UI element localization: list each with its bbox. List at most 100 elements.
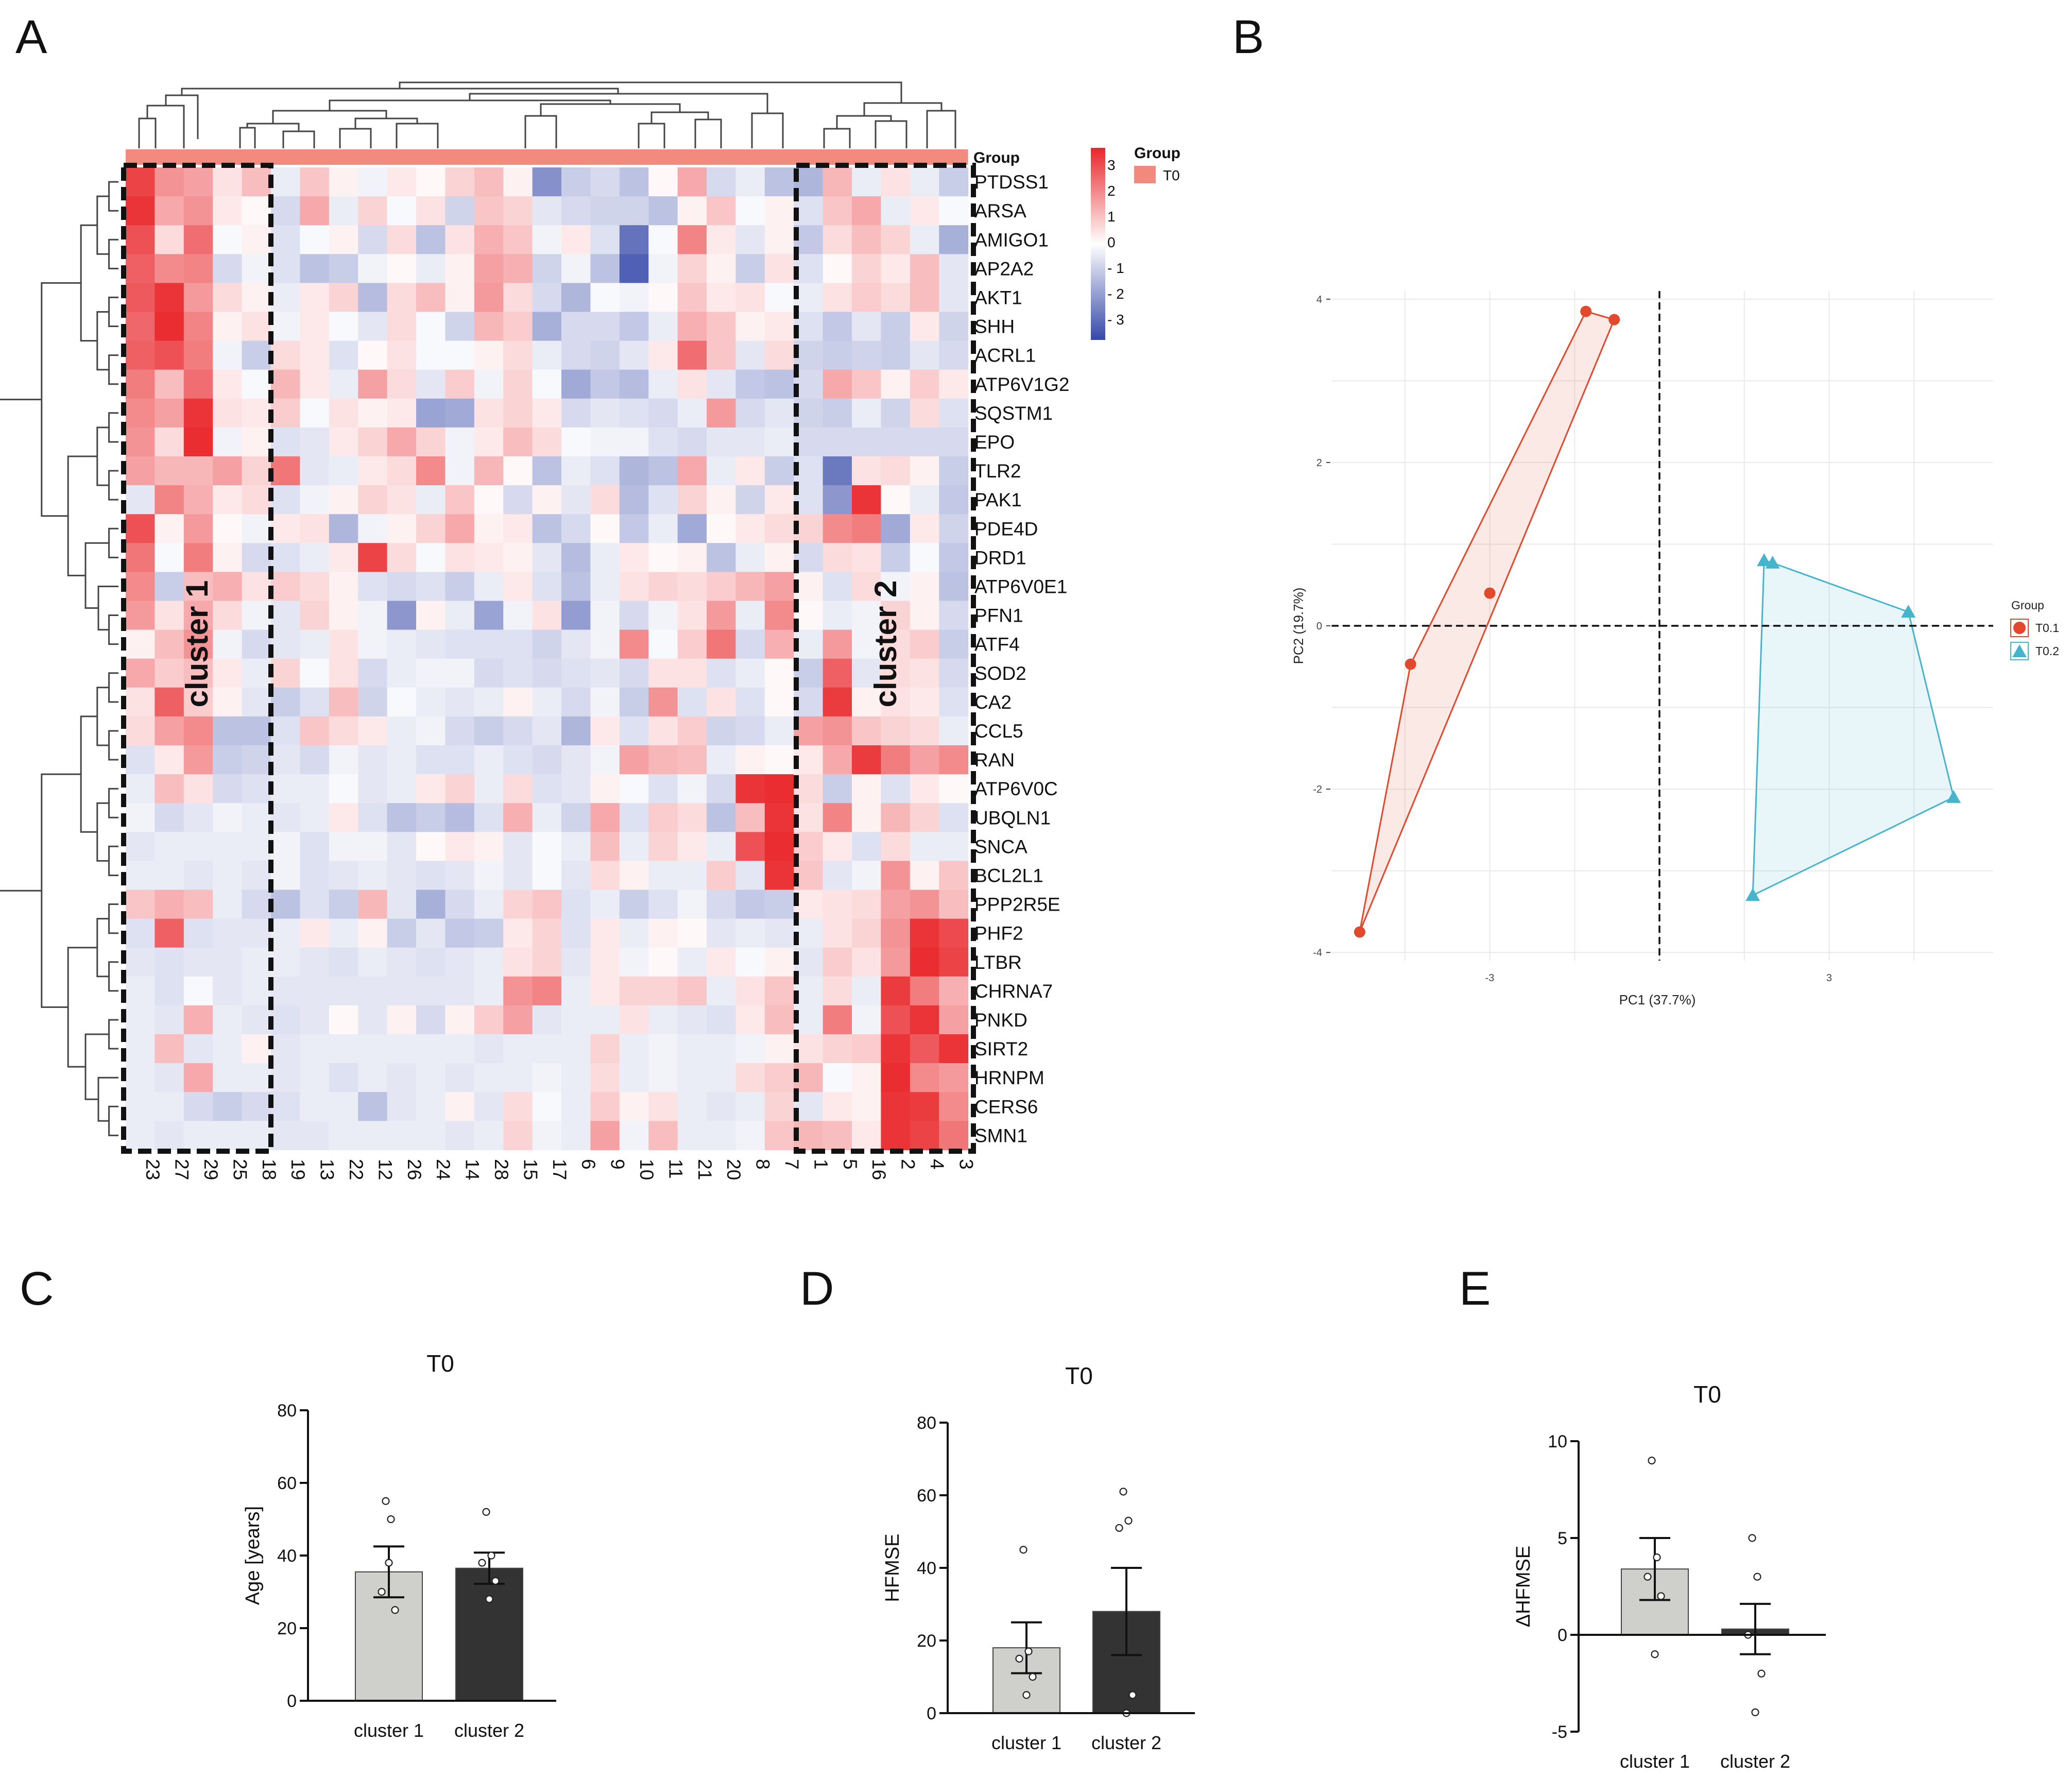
heatmap-cell	[735, 601, 765, 630]
heatmap-cell	[881, 687, 911, 717]
heatmap-cell	[126, 658, 155, 688]
heatmap-cell	[735, 745, 765, 775]
heatmap-cell	[852, 861, 881, 891]
heatmap-cell	[416, 629, 446, 659]
heatmap-cell	[155, 283, 184, 313]
row-dendrogram-branch	[41, 773, 81, 1008]
heatmap-cell	[619, 774, 649, 804]
heatmap-cell	[764, 890, 794, 919]
heatmap-cell	[329, 918, 358, 948]
group-annotation-bar	[126, 149, 968, 165]
heatmap-cell	[677, 890, 707, 919]
heatmap-cell	[735, 1121, 765, 1150]
heatmap-cell	[213, 398, 243, 428]
heatmap-cell	[590, 861, 620, 891]
heatmap-cell	[126, 745, 155, 775]
heatmap-cell	[852, 716, 881, 746]
gene-label-pnkd: PNKD	[974, 1010, 1028, 1031]
heatmap-cell	[561, 601, 591, 630]
heatmap-cell	[707, 514, 736, 543]
heatmap-cell	[561, 716, 591, 746]
heatmap-cell	[561, 225, 591, 254]
heatmap-cell	[910, 167, 939, 197]
heatmap-cell	[416, 803, 446, 832]
heatmap-cell	[271, 861, 300, 891]
bar-chart-title: T0	[1693, 1381, 1721, 1408]
heatmap-cell	[474, 398, 504, 428]
y-tick-label: 60	[917, 1486, 936, 1506]
heatmap-cell	[823, 485, 852, 515]
heatmap-cell	[707, 601, 736, 630]
heatmap-cell	[561, 1034, 591, 1064]
heatmap-cell	[329, 890, 358, 919]
heatmap-cell	[619, 225, 649, 254]
heatmap-cell	[590, 225, 620, 254]
heatmap-cell	[358, 514, 388, 543]
heatmap-cell	[445, 1063, 475, 1092]
heatmap-cell	[183, 716, 213, 746]
heatmap-cell	[387, 1005, 417, 1035]
heatmap-cell	[416, 976, 446, 1006]
heatmap-cell	[183, 1005, 213, 1035]
heatmap-cell	[474, 861, 504, 891]
heatmap-cell	[735, 1092, 765, 1121]
data-point	[1015, 1654, 1023, 1663]
pca-legend-label-t02: T0.2	[2035, 644, 2059, 658]
heatmap-cell	[648, 1121, 678, 1150]
heatmap-cell	[358, 196, 388, 226]
heatmap-cell	[532, 369, 562, 399]
heatmap-cell	[155, 976, 184, 1006]
heatmap-cell	[329, 572, 358, 602]
heatmap-cell	[823, 456, 852, 486]
heatmap-cell	[300, 369, 330, 399]
pca-legend: Group T0.1 T0.2	[2010, 599, 2059, 660]
gene-label-ccl5: CCL5	[974, 721, 1023, 742]
heatmap-cell	[910, 601, 939, 630]
heatmap-cell	[910, 687, 939, 717]
heatmap-cell	[155, 1092, 184, 1121]
heatmap-cell	[823, 340, 852, 370]
heatmap-cell	[764, 312, 794, 341]
heatmap-cell	[242, 716, 271, 746]
heatmap-cell	[155, 369, 184, 399]
gene-label-ca2: CA2	[974, 692, 1012, 713]
heatmap-cell	[155, 687, 184, 717]
heatmap-cell	[183, 861, 213, 891]
heatmap-cell	[126, 196, 155, 226]
heatmap-cell	[735, 312, 765, 341]
heatmap-cell	[881, 572, 911, 602]
heatmap-cell	[271, 340, 300, 370]
heatmap-cell	[764, 1005, 794, 1035]
gene-label-snca: SNCA	[974, 836, 1028, 857]
heatmap-cell	[474, 1092, 504, 1121]
data-point	[487, 1551, 495, 1560]
heatmap-cell	[707, 890, 736, 919]
heatmap-cell	[648, 369, 678, 399]
heatmap-cell	[532, 196, 562, 226]
heatmap-cell	[764, 832, 794, 861]
heatmap-cell	[213, 456, 243, 486]
heatmap-cell	[561, 1063, 591, 1092]
heatmap-cell	[358, 456, 388, 486]
pca-y-tick-label: 0	[1316, 621, 1322, 632]
sample-label: 19	[287, 1159, 309, 1180]
heatmap-cell	[648, 167, 678, 197]
heatmap-cell	[329, 398, 358, 428]
heatmap-cell	[416, 745, 446, 775]
heatmap-cell	[183, 398, 213, 428]
heatmap-cell	[300, 167, 330, 197]
heatmap-cell	[300, 456, 330, 486]
heatmap-cell	[300, 1005, 330, 1035]
heatmap-cell	[561, 947, 591, 977]
heatmap-cell	[590, 312, 620, 341]
heatmap-cell	[677, 543, 707, 572]
heatmap-cell	[416, 196, 446, 226]
heatmap-cell	[329, 861, 358, 891]
heatmap-cell	[358, 1063, 388, 1092]
heatmap-cell	[213, 745, 243, 775]
heatmap-cell	[126, 832, 155, 861]
heatmap-cell	[445, 1121, 475, 1150]
heatmap-cell	[503, 427, 533, 457]
heatmap-cell	[445, 861, 475, 891]
heatmap-cell	[242, 485, 271, 515]
